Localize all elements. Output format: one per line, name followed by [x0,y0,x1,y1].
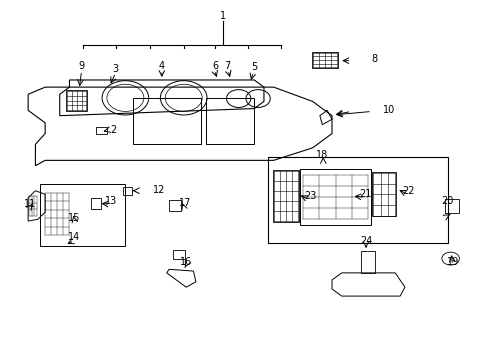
Bar [444,199,458,213]
Text: 12: 12 [153,185,165,195]
Text: 10: 10 [382,105,394,115]
Text: 13: 13 [104,197,117,206]
Text: 15: 15 [68,212,81,222]
Bar [66,90,87,111]
Bar [300,169,370,225]
Text: 17: 17 [179,198,191,208]
Bar [172,249,184,258]
Text: 6: 6 [212,61,218,71]
Text: 2: 2 [110,125,116,135]
Text: 24: 24 [359,236,371,246]
Text: 8: 8 [370,54,376,64]
Bar [205,98,254,144]
Bar [96,127,107,134]
Bar [91,198,101,208]
Text: 11: 11 [23,199,36,209]
Text: 21: 21 [358,189,370,199]
Bar [361,251,374,273]
Bar [40,184,125,246]
Text: 19: 19 [447,257,459,267]
Text: 20: 20 [441,196,453,206]
Text: 7: 7 [224,61,230,71]
Bar [311,52,337,68]
Text: 18: 18 [316,150,328,160]
Bar [372,172,395,216]
Text: 14: 14 [68,232,81,242]
Bar [122,187,131,195]
Text: 9: 9 [79,62,84,71]
Text: 3: 3 [112,64,119,74]
Bar [168,201,181,211]
Bar [272,170,298,222]
Text: 1: 1 [219,11,225,21]
Text: 16: 16 [180,257,192,267]
Text: 5: 5 [250,63,257,72]
Bar [267,157,447,243]
Bar [132,98,201,144]
Text: 23: 23 [304,191,316,201]
Text: 22: 22 [402,186,414,196]
Text: 4: 4 [159,61,164,71]
